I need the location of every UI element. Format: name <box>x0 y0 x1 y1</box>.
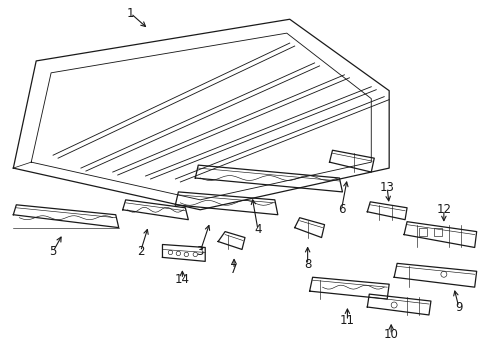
Text: 11: 11 <box>339 314 354 327</box>
Text: 10: 10 <box>383 328 398 341</box>
Text: 6: 6 <box>337 203 345 216</box>
Text: 9: 9 <box>454 301 462 314</box>
Text: 5: 5 <box>49 245 57 258</box>
Bar <box>418 228 426 235</box>
Text: 2: 2 <box>137 245 144 258</box>
Text: 3: 3 <box>196 245 203 258</box>
Text: 13: 13 <box>379 181 394 194</box>
Text: 12: 12 <box>435 203 450 216</box>
Bar <box>433 228 441 235</box>
Text: 14: 14 <box>175 273 189 286</box>
Text: 1: 1 <box>127 7 134 20</box>
Text: 7: 7 <box>230 263 237 276</box>
Text: 8: 8 <box>304 258 311 271</box>
Text: 4: 4 <box>254 223 261 236</box>
